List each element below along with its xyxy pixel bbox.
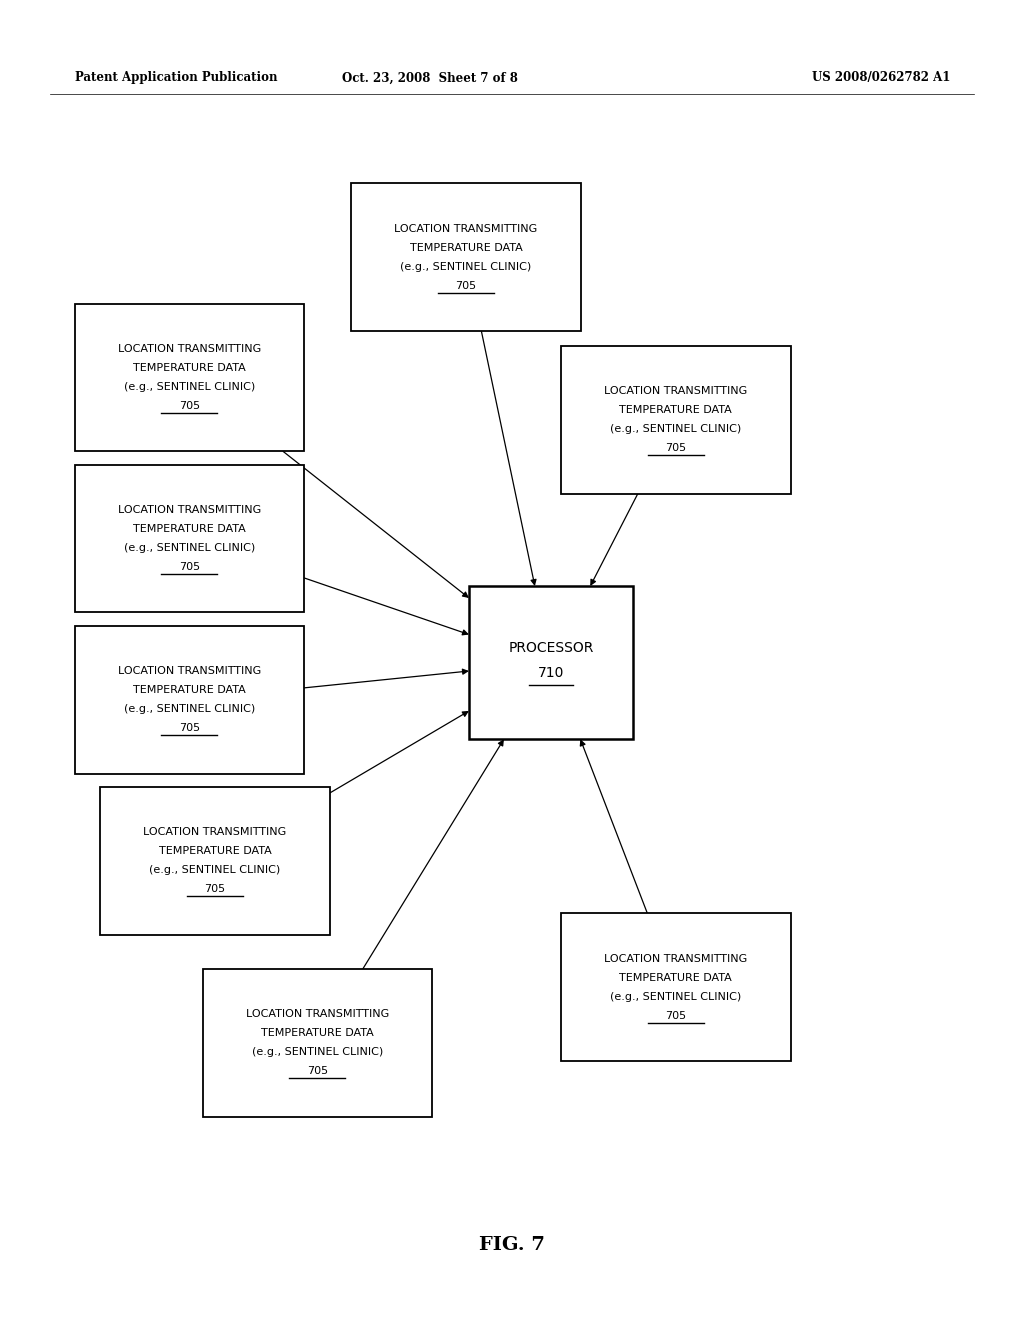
Text: FIG. 7: FIG. 7	[479, 1236, 545, 1254]
Text: LOCATION TRANSMITTING: LOCATION TRANSMITTING	[604, 387, 748, 396]
Text: 705: 705	[179, 401, 200, 411]
Text: LOCATION TRANSMITTING: LOCATION TRANSMITTING	[394, 224, 538, 234]
Text: US 2008/0262782 A1: US 2008/0262782 A1	[812, 71, 950, 84]
Text: 705: 705	[179, 562, 200, 572]
Bar	[561, 913, 791, 1061]
Text: (e.g., SENTINEL CLINIC): (e.g., SENTINEL CLINIC)	[610, 991, 741, 1002]
Text: LOCATION TRANSMITTING: LOCATION TRANSMITTING	[604, 954, 748, 964]
Text: TEMPERATURE DATA: TEMPERATURE DATA	[410, 243, 522, 253]
Text: TEMPERATURE DATA: TEMPERATURE DATA	[133, 524, 246, 535]
Bar	[75, 465, 304, 612]
Text: (e.g., SENTINEL CLINIC): (e.g., SENTINEL CLINIC)	[610, 424, 741, 434]
Text: (e.g., SENTINEL CLINIC): (e.g., SENTINEL CLINIC)	[124, 381, 255, 392]
Text: TEMPERATURE DATA: TEMPERATURE DATA	[133, 363, 246, 374]
Text: (e.g., SENTINEL CLINIC): (e.g., SENTINEL CLINIC)	[124, 704, 255, 714]
Text: PROCESSOR: PROCESSOR	[508, 640, 594, 655]
Bar	[351, 183, 581, 331]
Text: LOCATION TRANSMITTING: LOCATION TRANSMITTING	[246, 1010, 389, 1019]
Bar	[75, 304, 304, 451]
Text: TEMPERATURE DATA: TEMPERATURE DATA	[133, 685, 246, 696]
Text: (e.g., SENTINEL CLINIC): (e.g., SENTINEL CLINIC)	[124, 543, 255, 553]
Text: LOCATION TRANSMITTING: LOCATION TRANSMITTING	[143, 828, 287, 837]
Bar	[203, 969, 432, 1117]
Text: LOCATION TRANSMITTING: LOCATION TRANSMITTING	[118, 506, 261, 515]
Text: 705: 705	[205, 884, 225, 894]
Text: Patent Application Publication: Patent Application Publication	[75, 71, 278, 84]
Bar	[561, 346, 791, 494]
Text: 710: 710	[538, 665, 564, 680]
Text: 705: 705	[666, 1011, 686, 1020]
Text: (e.g., SENTINEL CLINIC): (e.g., SENTINEL CLINIC)	[252, 1047, 383, 1057]
Bar	[75, 626, 304, 774]
Text: (e.g., SENTINEL CLINIC): (e.g., SENTINEL CLINIC)	[400, 261, 531, 272]
Text: LOCATION TRANSMITTING: LOCATION TRANSMITTING	[118, 345, 261, 354]
Text: 705: 705	[666, 444, 686, 453]
Text: TEMPERATURE DATA: TEMPERATURE DATA	[159, 846, 271, 857]
Text: (e.g., SENTINEL CLINIC): (e.g., SENTINEL CLINIC)	[150, 865, 281, 875]
Text: LOCATION TRANSMITTING: LOCATION TRANSMITTING	[118, 667, 261, 676]
Text: 705: 705	[307, 1067, 328, 1076]
Text: TEMPERATURE DATA: TEMPERATURE DATA	[620, 405, 732, 416]
Bar	[469, 586, 633, 739]
Text: 705: 705	[456, 281, 476, 290]
Bar	[100, 787, 330, 935]
Text: TEMPERATURE DATA: TEMPERATURE DATA	[620, 973, 732, 983]
Text: Oct. 23, 2008  Sheet 7 of 8: Oct. 23, 2008 Sheet 7 of 8	[342, 71, 518, 84]
Text: TEMPERATURE DATA: TEMPERATURE DATA	[261, 1028, 374, 1039]
Text: 705: 705	[179, 723, 200, 733]
